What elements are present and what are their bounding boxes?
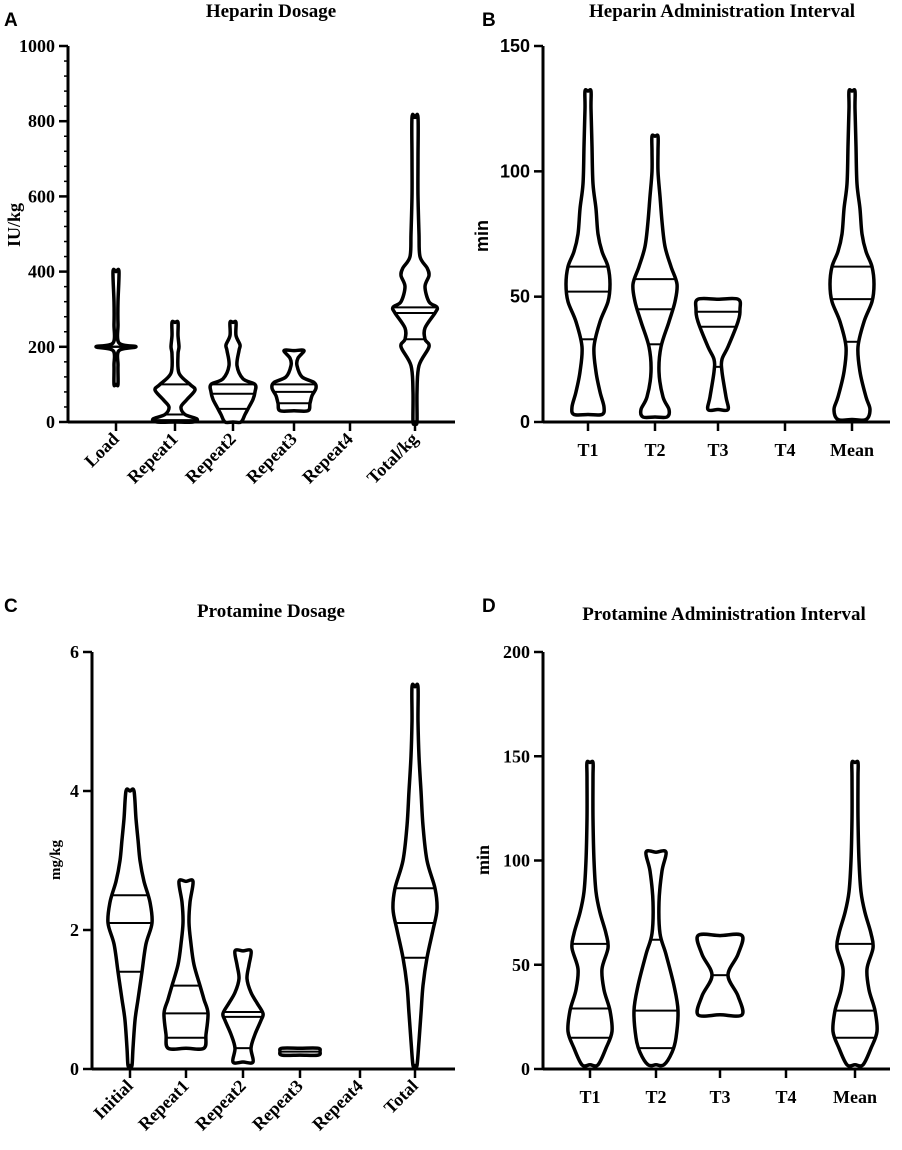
x-tick-label: Mean [833,1087,877,1107]
x-tick-label: T2 [645,1087,666,1107]
y-tick-label: 150 [500,36,530,56]
x-tick-label: T4 [774,440,795,460]
x-tick-label: T4 [775,1087,796,1107]
y-tick-label: 0 [46,412,55,432]
violin-repeat2 [208,319,258,425]
y-tick-label: 50 [510,287,530,307]
x-tick-label: T1 [577,440,598,460]
panel-letter-b: B [482,10,496,31]
panel-d-ylabel: min [473,845,493,875]
violin-repeat3 [270,348,318,414]
violin-repeat1 [162,878,210,1051]
y-tick-label: 200 [503,642,530,662]
y-tick-label: 150 [503,746,530,766]
y-tick-label: 4 [70,781,79,801]
panel-b-title: Heparin Administration Interval [589,1,855,22]
x-tick-label: T1 [579,1087,600,1107]
x-tick-label: T3 [707,440,728,460]
y-tick-label: 50 [512,955,530,975]
panel-letter-c: C [4,596,18,617]
violin-load [94,267,138,388]
violin-t2 [632,849,680,1068]
x-tick-label: Total [380,1076,422,1118]
x-tick-label: T3 [709,1087,730,1107]
x-tick-label: Repeat4 [308,1076,367,1135]
panel-d-title: Protamine Administration Interval [582,604,866,625]
x-tick-label: Repeat3 [242,429,301,488]
violin-repeat2 [221,948,265,1065]
x-tick-label: Repeat3 [248,1076,307,1135]
x-tick-label: Load [80,429,122,471]
y-tick-label: 0 [520,412,530,432]
y-tick-label: 0 [521,1059,530,1079]
y-tick-label: 800 [28,111,55,131]
x-tick-label: Repeat4 [298,429,357,488]
y-tick-label: 2 [70,920,79,940]
y-tick-label: 100 [500,161,530,181]
violin-t2 [631,133,679,420]
panel-a-title: Heparin Dosage [206,1,336,22]
panel-letter-a: A [4,10,18,31]
y-tick-label: 1000 [19,36,55,56]
y-tick-label: 400 [28,262,55,282]
panel-a: A Heparin Dosage IU/kg 0 200 400 600 800 1000… [4,1,455,488]
panel-d-plot: 0 50 100 150 200 T1 T2 T3 T4 Mean [503,642,890,1107]
x-tick-label: Initial [89,1076,136,1123]
x-tick-label: Total/kg [363,429,422,488]
panel-d: D Protamine Administration Interval min … [473,596,890,1107]
x-tick-label: Repeat2 [191,1076,250,1135]
violin-mean [831,759,879,1068]
x-tick-label: Repeat1 [134,1076,193,1135]
panel-b-plot: 0 50 100 150 T1 T2 T3 T4 Mean [500,36,890,460]
panel-c-ylabel: mg/kg [48,840,64,881]
y-tick-label: 6 [70,642,79,662]
x-tick-label: Mean [830,440,874,460]
violin-mean [828,88,876,422]
y-tick-label: 0 [70,1059,79,1079]
violin-t1 [564,88,612,417]
x-tick-label: Repeat2 [181,429,240,488]
violin-initial [106,787,154,1069]
panel-c-title: Protamine Dosage [197,601,345,622]
panel-c: C Protamine Dosage mg/kg 0246InitialRepe… [4,596,455,1134]
panel-b-ylabel: min [472,220,492,252]
y-tick-label: 200 [28,337,55,357]
y-tick-label: 100 [503,851,530,871]
x-tick-label: T2 [644,440,665,460]
violin-total [391,682,439,1070]
panel-letter-d: D [482,596,496,617]
violin-t1 [566,759,614,1068]
x-tick-label: Repeat1 [123,429,182,488]
violin-repeat1 [150,319,200,424]
violin-t3 [693,296,743,413]
y-tick-label: 600 [28,186,55,206]
panel-b: B Heparin Administration Interval min 0 5… [472,1,890,460]
violin-total-kg [390,112,440,426]
panel-a-ylabel: IU/kg [4,203,24,247]
